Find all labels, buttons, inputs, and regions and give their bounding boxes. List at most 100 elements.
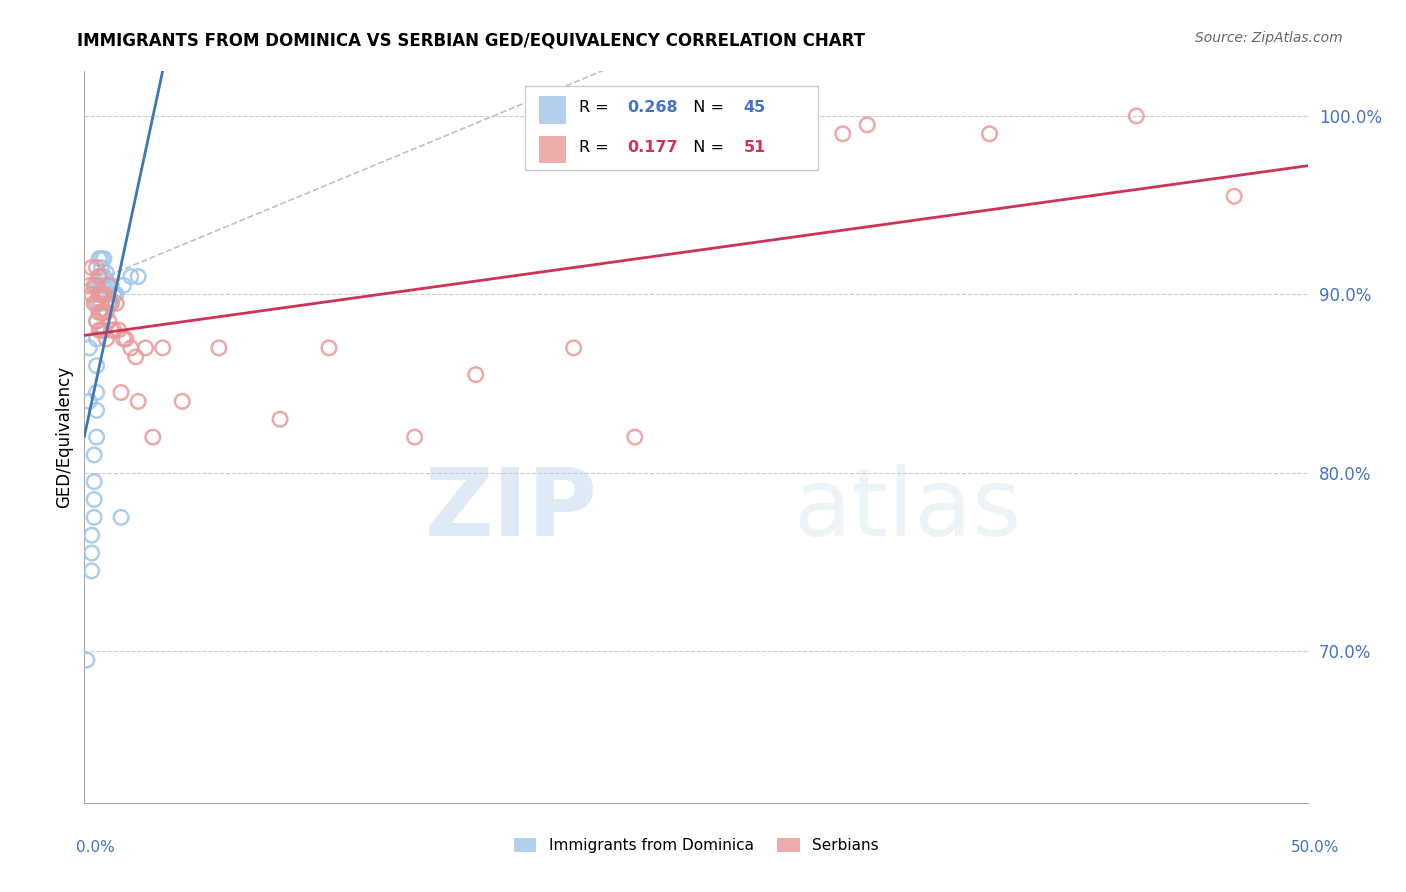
Point	[103, 323, 125, 337]
Point	[97, 278, 120, 293]
Point	[97, 296, 120, 310]
FancyBboxPatch shape	[540, 136, 567, 163]
Point	[404, 430, 426, 444]
Point	[83, 510, 105, 524]
Point	[86, 430, 108, 444]
Point	[624, 430, 647, 444]
Point	[979, 127, 1001, 141]
Point	[120, 341, 142, 355]
Point	[86, 314, 108, 328]
Point	[93, 278, 115, 293]
Point	[1223, 189, 1246, 203]
Point	[318, 341, 340, 355]
Point	[103, 287, 125, 301]
Point	[97, 314, 120, 328]
Point	[96, 332, 118, 346]
Point	[115, 332, 138, 346]
Point	[90, 305, 112, 319]
Point	[86, 385, 108, 400]
Point	[90, 278, 112, 293]
Point	[93, 269, 115, 284]
Point	[80, 287, 103, 301]
Text: IMMIGRANTS FROM DOMINICA VS SERBIAN GED/EQUIVALENCY CORRELATION CHART: IMMIGRANTS FROM DOMINICA VS SERBIAN GED/…	[77, 31, 865, 49]
Point	[87, 269, 110, 284]
Text: ZIP: ZIP	[425, 464, 598, 557]
Point	[96, 278, 118, 293]
Point	[105, 287, 128, 301]
Point	[87, 305, 110, 319]
Point	[96, 266, 118, 280]
Text: 0.0%: 0.0%	[76, 840, 115, 855]
Point	[77, 278, 100, 293]
Point	[80, 564, 103, 578]
Point	[96, 287, 118, 301]
Point	[100, 278, 122, 293]
Text: 50.0%: 50.0%	[1291, 840, 1339, 855]
Point	[86, 296, 108, 310]
Point	[86, 314, 108, 328]
Point	[208, 341, 231, 355]
Point	[1125, 109, 1147, 123]
Point	[856, 118, 879, 132]
Legend: Immigrants from Dominica, Serbians: Immigrants from Dominica, Serbians	[506, 830, 886, 861]
Point	[87, 305, 110, 319]
Point	[105, 296, 128, 310]
Point	[90, 260, 112, 275]
Point	[87, 287, 110, 301]
Point	[110, 385, 132, 400]
Point	[77, 341, 100, 355]
Y-axis label: GED/Equivalency: GED/Equivalency	[55, 366, 73, 508]
Point	[80, 260, 103, 275]
Point	[86, 359, 108, 373]
Point	[464, 368, 486, 382]
Point	[87, 287, 110, 301]
Point	[172, 394, 194, 409]
Point	[86, 332, 108, 346]
Point	[90, 296, 112, 310]
Text: atlas: atlas	[794, 464, 1022, 557]
Point	[127, 394, 149, 409]
Point	[87, 278, 110, 293]
Text: R =: R =	[578, 140, 613, 155]
Point	[86, 403, 108, 417]
Point	[93, 305, 115, 319]
Point	[97, 278, 120, 293]
Point	[97, 296, 120, 310]
Point	[83, 492, 105, 507]
Point	[90, 252, 112, 266]
Text: 51: 51	[744, 140, 766, 155]
Point	[125, 350, 148, 364]
Point	[87, 323, 110, 337]
Point	[100, 296, 122, 310]
Point	[112, 332, 135, 346]
FancyBboxPatch shape	[524, 86, 818, 170]
Point	[100, 323, 122, 337]
Point	[90, 287, 112, 301]
Point	[110, 510, 132, 524]
Point	[142, 430, 165, 444]
Text: N =: N =	[682, 140, 728, 155]
Point	[831, 127, 853, 141]
Point	[90, 323, 112, 337]
Text: N =: N =	[682, 101, 728, 115]
Point	[83, 475, 105, 489]
Point	[86, 260, 108, 275]
Text: 0.177: 0.177	[627, 140, 678, 155]
Point	[120, 269, 142, 284]
Point	[269, 412, 291, 426]
Point	[90, 287, 112, 301]
Text: Source: ZipAtlas.com: Source: ZipAtlas.com	[1195, 31, 1343, 45]
Point	[76, 653, 98, 667]
Point	[562, 341, 585, 355]
Point	[112, 278, 135, 293]
FancyBboxPatch shape	[540, 96, 567, 124]
Point	[127, 269, 149, 284]
Point	[96, 305, 118, 319]
Point	[80, 546, 103, 560]
Point	[86, 278, 108, 293]
Point	[87, 296, 110, 310]
Point	[107, 323, 129, 337]
Point	[100, 296, 122, 310]
Point	[93, 323, 115, 337]
Point	[93, 252, 115, 266]
